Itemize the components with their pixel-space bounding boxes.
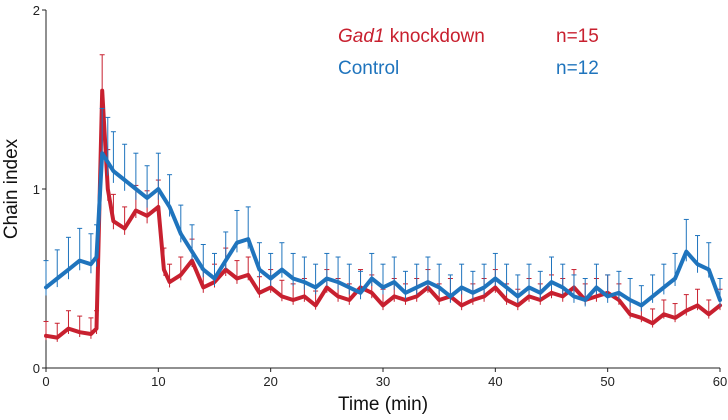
y-axis-title: Chain index xyxy=(1,138,22,239)
legend-label-text: knockdown xyxy=(384,26,484,47)
x-tick-label: 20 xyxy=(263,374,277,389)
axis-titles: Time (min) Chain index xyxy=(1,138,428,415)
x-tick-label: 10 xyxy=(151,374,165,389)
x-tick-label: 60 xyxy=(713,374,727,389)
x-tick-label: 30 xyxy=(376,374,390,389)
legend-label: Gad1 knockdown xyxy=(338,26,485,47)
x-tick-label: 0 xyxy=(42,374,49,389)
legend-n-label: n=15 xyxy=(556,26,599,47)
y-tick-label: 2 xyxy=(33,3,40,18)
series-1 xyxy=(43,107,723,312)
legend-label-italic: Gad1 xyxy=(338,26,384,47)
x-tick-label: 50 xyxy=(600,374,614,389)
series-line xyxy=(44,151,722,308)
y-tick-label: 0 xyxy=(33,361,40,376)
legend-label-text: Control xyxy=(338,58,399,79)
ticks: 0 10 20 30 40 50 60 0 1 2 xyxy=(33,3,727,389)
series-line xyxy=(44,88,722,340)
legend-label: Control xyxy=(338,58,399,79)
legend-n-label: n=12 xyxy=(556,58,599,79)
series-layer xyxy=(43,54,723,342)
y-tick-label: 1 xyxy=(33,182,40,197)
x-axis-title: Time (min) xyxy=(338,394,428,415)
legend: Gad1 knockdown n=15 Control n=12 xyxy=(338,26,599,79)
x-tick-label: 40 xyxy=(488,374,502,389)
